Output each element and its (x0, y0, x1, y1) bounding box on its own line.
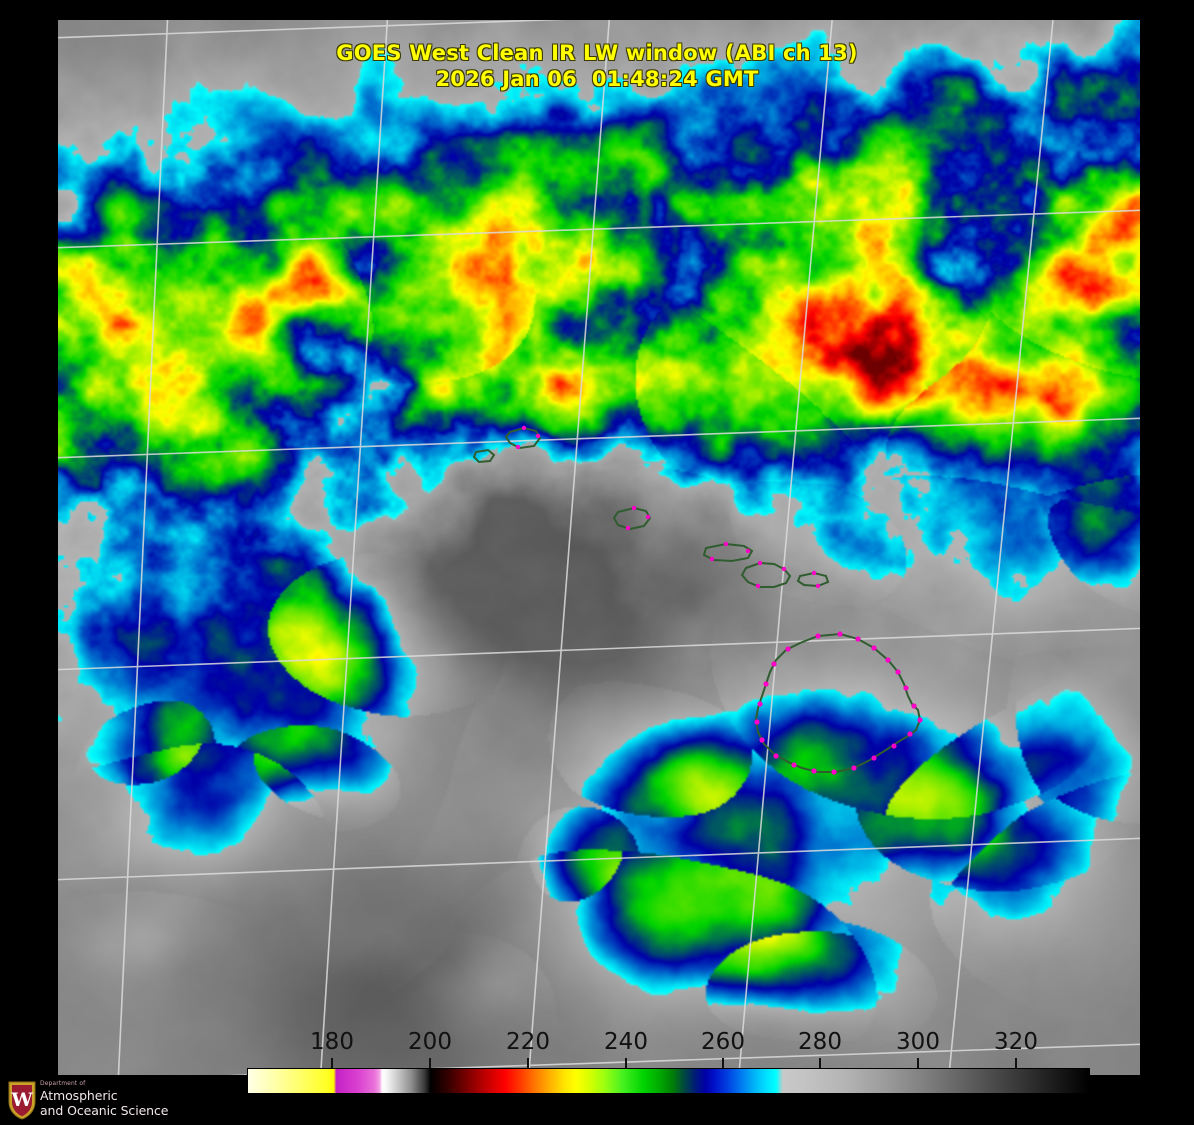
logo-department-line: Department of (40, 1080, 86, 1087)
uw-aos-logo: W Department of Atmospheric and Oceanic … (0, 1075, 168, 1125)
ir-brightness-temperature-raster (58, 20, 1140, 1075)
logo-text-block: Department of Atmospheric and Oceanic Sc… (40, 1080, 168, 1118)
svg-text:W: W (10, 1089, 33, 1111)
logo-name-line-2: and Oceanic Sciences (40, 1103, 168, 1118)
uw-crest-icon: W (8, 1081, 36, 1120)
satellite-image-panel (58, 20, 1140, 1075)
logo-name-line-1: Atmospheric (40, 1088, 118, 1103)
